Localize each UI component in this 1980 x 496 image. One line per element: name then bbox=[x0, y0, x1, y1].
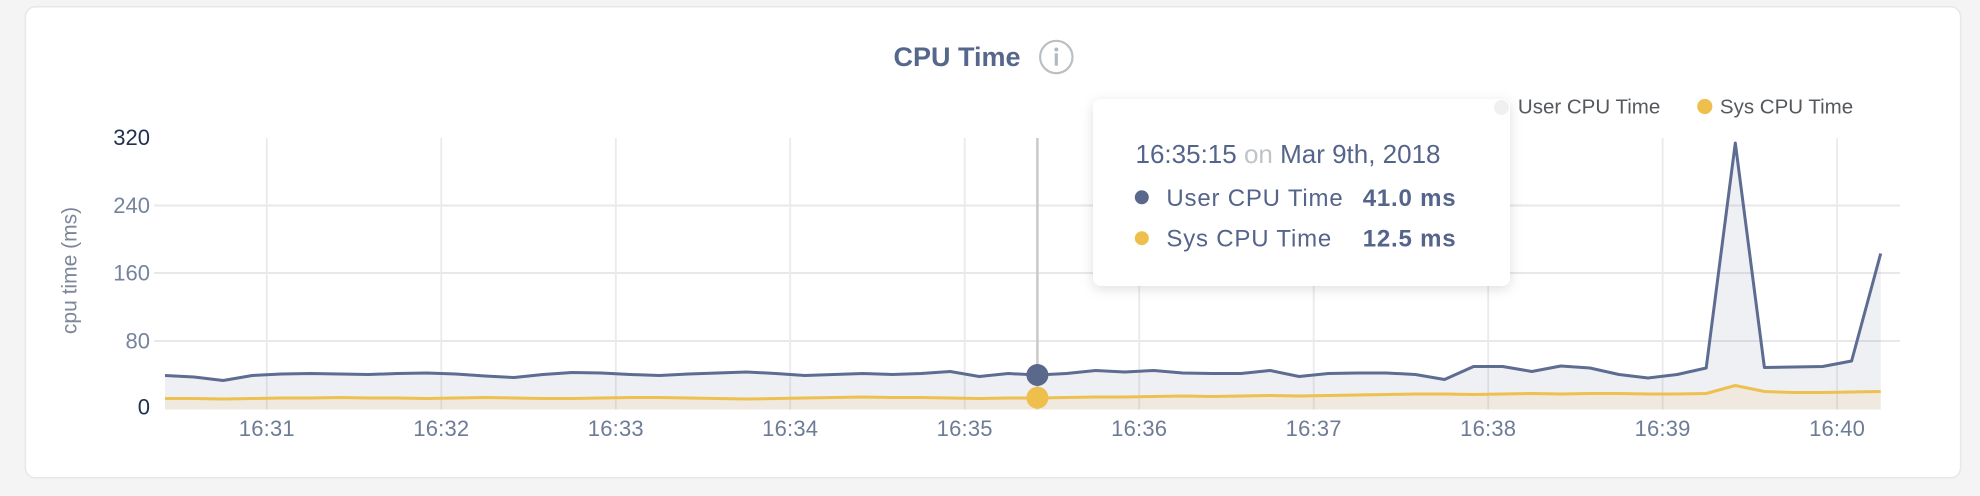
svg-text:16:31: 16:31 bbox=[239, 416, 295, 441]
svg-text:Sys CPU Time: Sys CPU Time bbox=[1720, 96, 1853, 119]
svg-text:240: 240 bbox=[113, 193, 150, 218]
svg-text:16:35: 16:35 bbox=[937, 416, 993, 441]
svg-text:Sys CPU Time: Sys CPU Time bbox=[1166, 226, 1332, 253]
svg-text:320: 320 bbox=[113, 125, 150, 150]
svg-text:16:32: 16:32 bbox=[413, 416, 469, 441]
svg-text:User CPU Time: User CPU Time bbox=[1518, 96, 1660, 119]
svg-text:cpu time (ms): cpu time (ms) bbox=[59, 207, 82, 334]
svg-text:16:38: 16:38 bbox=[1460, 416, 1516, 441]
svg-text:160: 160 bbox=[113, 261, 150, 286]
svg-text:16:34: 16:34 bbox=[762, 416, 818, 441]
svg-text:80: 80 bbox=[126, 329, 150, 354]
svg-text:16:40: 16:40 bbox=[1809, 416, 1865, 441]
svg-text:16:36: 16:36 bbox=[1111, 416, 1167, 441]
svg-text:12.5 ms: 12.5 ms bbox=[1363, 226, 1457, 253]
svg-text:16:35:15 on Mar 9th, 2018: 16:35:15 on Mar 9th, 2018 bbox=[1136, 139, 1441, 169]
svg-text:16:37: 16:37 bbox=[1286, 416, 1342, 441]
svg-text:0: 0 bbox=[138, 395, 150, 420]
svg-text:16:39: 16:39 bbox=[1635, 416, 1691, 441]
svg-text:User CPU Time: User CPU Time bbox=[1166, 185, 1343, 212]
svg-text:41.0 ms: 41.0 ms bbox=[1363, 185, 1457, 212]
svg-text:CPU Time: CPU Time bbox=[893, 42, 1020, 72]
svg-text:16:33: 16:33 bbox=[588, 416, 644, 441]
